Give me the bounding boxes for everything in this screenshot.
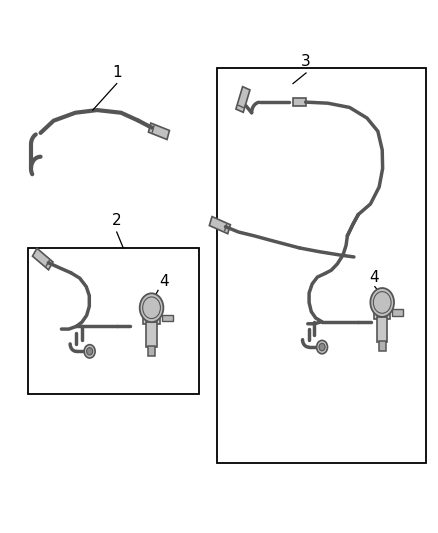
Polygon shape	[293, 98, 306, 107]
Polygon shape	[236, 87, 250, 112]
Polygon shape	[148, 123, 170, 140]
Bar	[148, 346, 155, 356]
Circle shape	[371, 288, 394, 317]
Bar	[374, 302, 390, 319]
Circle shape	[319, 343, 325, 351]
Text: 3: 3	[301, 54, 311, 69]
Circle shape	[317, 341, 328, 354]
Text: 4: 4	[159, 274, 169, 289]
Polygon shape	[32, 248, 53, 270]
Bar	[217, 68, 426, 463]
Text: 1: 1	[112, 65, 121, 80]
Bar	[28, 248, 199, 394]
Text: 2: 2	[112, 213, 121, 228]
Circle shape	[140, 293, 163, 322]
Bar	[377, 317, 387, 342]
Polygon shape	[162, 314, 173, 321]
Circle shape	[87, 348, 93, 355]
Polygon shape	[392, 309, 403, 316]
Text: 4: 4	[369, 270, 379, 285]
Circle shape	[84, 345, 95, 358]
Bar	[143, 308, 160, 325]
Bar	[146, 322, 157, 347]
Polygon shape	[209, 216, 230, 233]
Bar	[379, 341, 385, 351]
